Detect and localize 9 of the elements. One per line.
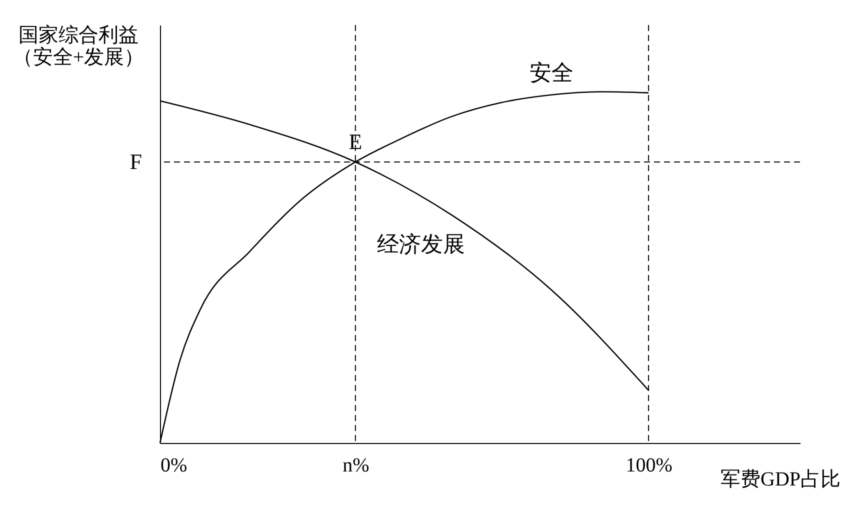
annotation: E	[348, 128, 362, 154]
x-tick-label: n%	[342, 454, 370, 476]
series-label: 经济发展	[377, 232, 466, 257]
x-tick-label: 100%	[626, 454, 672, 476]
x-tick-label: 0%	[160, 454, 188, 476]
y-axis-title: 国家综合利益（安全+发展）	[12, 24, 144, 68]
ref-line-label: F	[130, 148, 142, 174]
series-label: 安全	[529, 60, 574, 85]
x-axis-title: 军费GDP占比	[720, 468, 841, 490]
